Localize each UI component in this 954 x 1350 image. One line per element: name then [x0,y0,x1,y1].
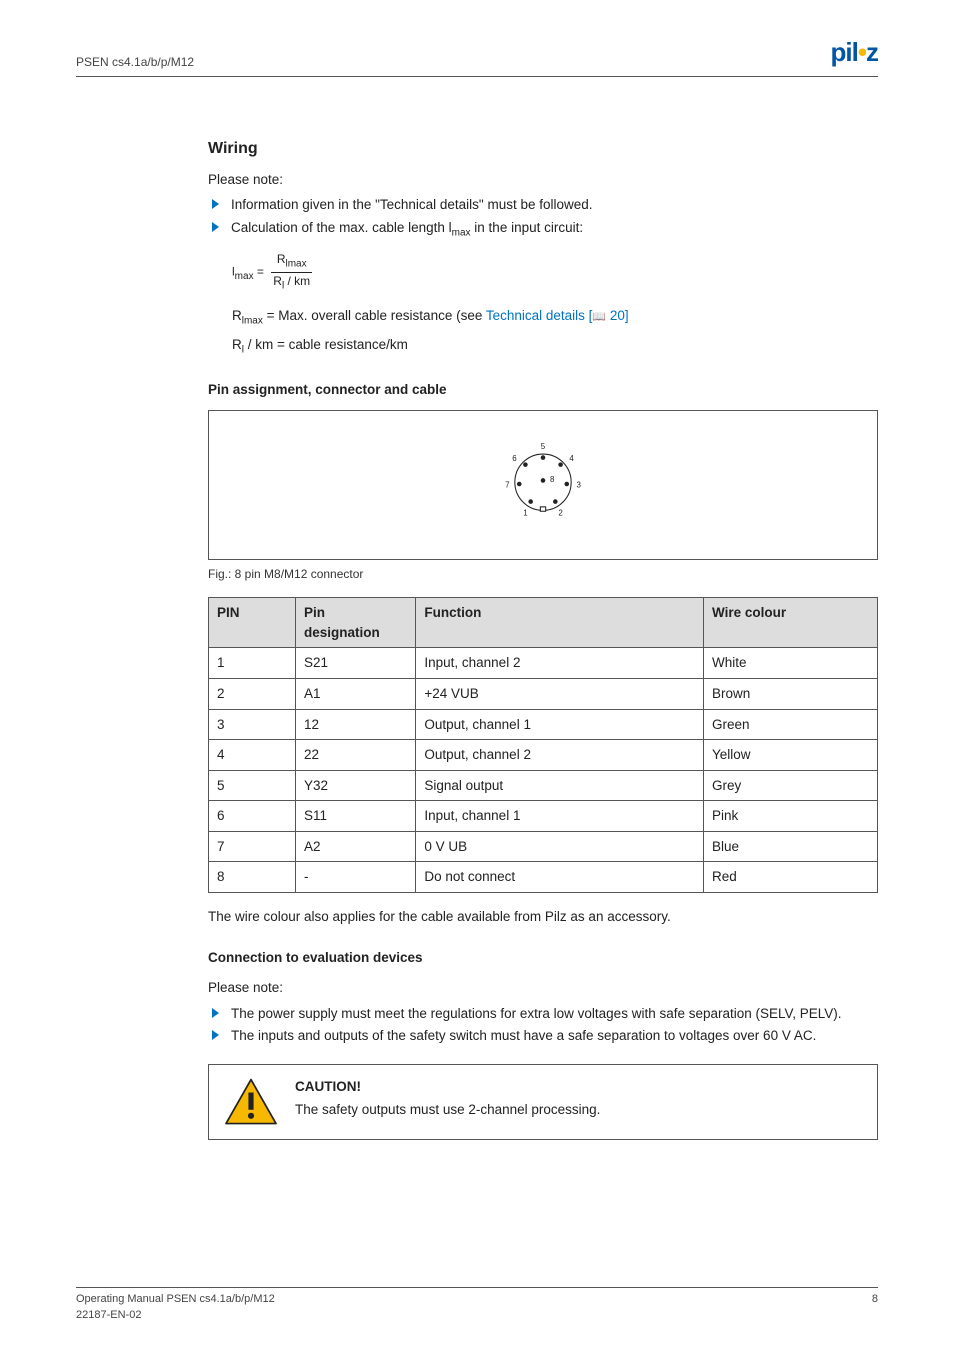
footer-line2: 22187-EN-02 [76,1308,275,1324]
col-pin: PIN [209,598,296,648]
table-cell: Yellow [704,740,878,771]
bullet-icon [212,1008,219,1018]
pin-table: PIN Pindesignation Function Wire colour … [208,597,878,893]
fraction: Rlmax Rl / km [271,251,312,294]
caution-box: CAUTION! The safety outputs must use 2-c… [208,1064,878,1140]
bullet-text: Calculation of the max. cable length lma… [231,218,583,241]
table-cell: 6 [209,801,296,832]
table-cell: Y32 [295,770,415,801]
pin-after-text: The wire colour also applies for the cab… [208,907,878,927]
table-row: 312Output, channel 1Green [209,709,878,740]
rlmax-line: Rlmax = Max. overall cable resistance (s… [232,306,878,329]
table-cell: - [295,862,415,893]
table-cell: 4 [209,740,296,771]
col-func: Function [416,598,704,648]
table-cell: 1 [209,648,296,679]
table-row: 8-Do not connectRed [209,862,878,893]
bullet-text: The inputs and outputs of the safety swi… [231,1026,816,1046]
table-cell: Input, channel 2 [416,648,704,679]
table-cell: S21 [295,648,415,679]
table-row: 1S21Input, channel 2White [209,648,878,679]
svg-text:5: 5 [541,442,546,451]
table-cell: Brown [704,678,878,709]
pilz-logo: pil•z [831,34,878,72]
col-colour: Wire colour [704,598,878,648]
table-cell: Output, channel 2 [416,740,704,771]
warning-icon [223,1077,279,1127]
list-item: The power supply must meet the regulatio… [208,1004,878,1024]
table-cell: Red [704,862,878,893]
table-row: 7A20 V UBBlue [209,831,878,862]
book-icon: 📖 [592,311,606,323]
table-cell: Green [704,709,878,740]
table-cell: A2 [295,831,415,862]
page-footer: Operating Manual PSEN cs4.1a/b/p/M12 221… [76,1287,878,1324]
table-cell: Blue [704,831,878,862]
table-cell: 8 [209,862,296,893]
table-cell: 5 [209,770,296,801]
table-cell: Pink [704,801,878,832]
table-cell: 12 [295,709,415,740]
conn-note: Please note: [208,978,878,998]
pin-heading: Pin assignment, connector and cable [208,380,878,400]
table-cell: 7 [209,831,296,862]
wiring-heading: Wiring [208,137,878,160]
formula: lmax = Rlmax Rl / km [232,251,878,294]
col-desig: Pindesignation [295,598,415,648]
table-cell: White [704,648,878,679]
table-cell: 2 [209,678,296,709]
table-cell: Do not connect [416,862,704,893]
table-cell: +24 VUB [416,678,704,709]
table-row: 5Y32Signal outputGrey [209,770,878,801]
table-row: 422Output, channel 2Yellow [209,740,878,771]
header-product: PSEN cs4.1a/b/p/M12 [76,54,194,71]
page-number: 8 [872,1292,878,1324]
svg-text:6: 6 [512,454,517,463]
bullet-text: The power supply must meet the regulatio… [231,1004,842,1024]
bullet-icon [212,222,219,232]
svg-text:1: 1 [523,509,528,518]
bullet-text: Information given in the "Technical deta… [231,195,593,215]
table-cell: A1 [295,678,415,709]
bullet-icon [212,199,219,209]
svg-text:3: 3 [576,480,581,489]
rl-line: Rl / km = cable resistance/km [232,335,878,358]
page-header: PSEN cs4.1a/b/p/M12 pil•z [76,34,878,77]
svg-text:8: 8 [550,475,555,484]
table-cell: Input, channel 1 [416,801,704,832]
footer-line1: Operating Manual PSEN cs4.1a/b/p/M12 [76,1292,275,1308]
conn-heading: Connection to evaluation devices [208,948,878,968]
figure-caption: Fig.: 8 pin M8/M12 connector [208,566,878,583]
connector-icon: 5 4 3 2 1 7 6 8 [499,438,587,526]
connector-figure: 5 4 3 2 1 7 6 8 [208,410,878,560]
table-row: 2A1+24 VUBBrown [209,678,878,709]
wiring-note: Please note: [208,170,878,190]
table-cell: 22 [295,740,415,771]
table-cell: S11 [295,801,415,832]
wiring-bullets: Information given in the "Technical deta… [208,195,878,241]
list-item: Information given in the "Technical deta… [208,195,878,215]
bullet-icon [212,1030,219,1040]
conn-bullets: The power supply must meet the regulatio… [208,1004,878,1046]
svg-text:7: 7 [505,480,509,489]
svg-text:2: 2 [558,509,562,518]
table-cell: Output, channel 1 [416,709,704,740]
table-cell: Signal output [416,770,704,801]
list-item: The inputs and outputs of the safety swi… [208,1026,878,1046]
list-item: Calculation of the max. cable length lma… [208,218,878,241]
caution-text: The safety outputs must use 2-channel pr… [295,1100,600,1120]
svg-text:4: 4 [569,454,574,463]
table-cell: 3 [209,709,296,740]
table-cell: 0 V UB [416,831,704,862]
table-cell: Grey [704,770,878,801]
caution-title: CAUTION! [295,1077,600,1097]
table-row: 6S11Input, channel 1Pink [209,801,878,832]
technical-details-link[interactable]: Technical details [📖 20] [486,308,629,323]
